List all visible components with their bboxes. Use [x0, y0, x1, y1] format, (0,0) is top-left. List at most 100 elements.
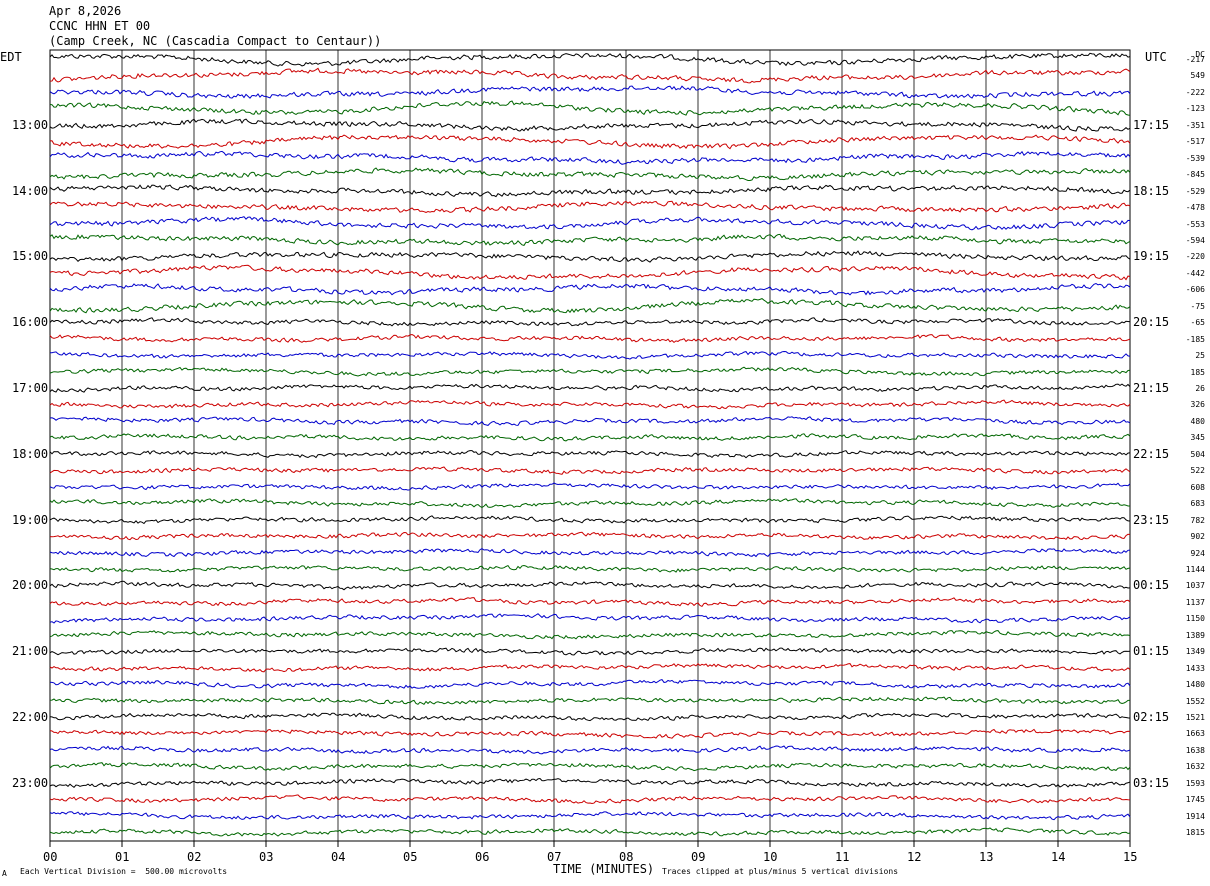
dc-offset-label: 1632	[1185, 762, 1205, 772]
station-code: CCNC HHN ET 00	[49, 19, 151, 33]
dc-offset-label: 1144	[1185, 564, 1205, 574]
x-tick-label: 03	[259, 850, 274, 864]
dc-offset-label: -553	[1185, 219, 1205, 229]
utc-hour-label: 17:15	[1133, 117, 1170, 132]
dc-offset-label: -442	[1185, 268, 1205, 278]
left-timezone-label: EDT	[0, 50, 22, 64]
x-axis-label: TIME (MINUTES)	[553, 862, 655, 876]
dc-offset-label: -220	[1185, 252, 1205, 262]
trace-row-8	[49, 167, 1131, 181]
trace-row-14	[49, 264, 1131, 281]
dc-offset-label: 902	[1190, 532, 1205, 542]
dc-offset-label: 1480	[1185, 680, 1205, 690]
dc-column-header: DC	[1195, 50, 1205, 59]
dc-offset-label: -222	[1185, 87, 1205, 97]
utc-hour-label: 00:15	[1133, 578, 1170, 593]
utc-hour-label: 19:15	[1133, 249, 1170, 264]
edt-hour-label: 13:00	[12, 117, 49, 132]
trace-row-10	[49, 200, 1131, 213]
dc-offset-label: 1521	[1185, 713, 1205, 722]
trace-row-45	[49, 777, 1131, 788]
edt-hour-label: 19:00	[12, 512, 49, 527]
trace-row-38	[49, 662, 1131, 673]
dc-offset-label: 480	[1190, 416, 1205, 426]
trace-row-12	[49, 233, 1131, 246]
trace-row-20	[49, 366, 1131, 377]
trace-row-4	[49, 100, 1131, 116]
x-tick-label: 04	[331, 850, 346, 864]
dc-offset-label: -478	[1185, 203, 1205, 213]
dc-offset-label: 924	[1190, 548, 1205, 558]
edt-hour-label: 23:00	[12, 775, 49, 790]
dc-offset-label: 345	[1190, 433, 1205, 443]
trace-row-35	[49, 613, 1131, 624]
utc-hour-label: 21:15	[1133, 381, 1170, 395]
dc-offset-label: 549	[1190, 71, 1205, 81]
trace-row-46	[49, 794, 1131, 805]
edt-hour-label: 20:00	[12, 578, 49, 593]
trace-row-11	[49, 216, 1131, 231]
station-location: (Camp Creek, NC (Cascadia Compact to Cen…	[49, 34, 382, 48]
x-tick-label: 14	[1051, 850, 1066, 864]
dc-offset-label: 1137	[1185, 597, 1205, 607]
dc-offset-label: -594	[1185, 235, 1205, 245]
x-tick-label: 09	[691, 850, 706, 864]
trace-row-31	[49, 548, 1131, 558]
corner-mark: A	[2, 869, 7, 878]
trace-row-3	[49, 85, 1131, 99]
dc-offset-label: 1349	[1185, 647, 1205, 657]
trace-row-25	[49, 450, 1131, 459]
trace-row-39	[49, 679, 1131, 689]
trace-row-37	[49, 647, 1131, 656]
trace-row-16	[49, 298, 1131, 314]
x-tick-label: 00	[43, 850, 58, 864]
dc-offset-label: 1638	[1185, 745, 1205, 755]
dc-offset-label: 1663	[1185, 729, 1205, 739]
utc-hour-label: 20:15	[1133, 315, 1170, 330]
trace-row-9	[49, 184, 1131, 198]
utc-hour-label: 18:15	[1133, 183, 1170, 198]
clip-note: Traces clipped at plus/minus 5 vertical …	[662, 867, 899, 876]
trace-row-6	[49, 134, 1131, 150]
trace-row-27	[49, 482, 1131, 491]
trace-row-1	[49, 52, 1131, 67]
x-tick-label: 12	[907, 850, 922, 864]
dc-offset-label: 1389	[1185, 630, 1205, 640]
x-tick-label: 10	[763, 850, 778, 864]
trace-row-42	[49, 728, 1131, 739]
x-tick-label: 13	[979, 850, 994, 864]
trace-row-26	[49, 466, 1131, 475]
edt-hour-label: 16:00	[12, 315, 49, 330]
utc-hour-label: 03:15	[1133, 775, 1170, 790]
dc-offset-label: 1552	[1185, 696, 1205, 706]
plot-date: Apr 8,2026	[49, 4, 122, 18]
dc-offset-label: -185	[1185, 334, 1205, 344]
edt-hour-label: 15:00	[12, 249, 49, 264]
trace-row-40	[49, 696, 1130, 705]
edt-hour-label: 17:00	[12, 381, 49, 395]
dc-offset-label: 1433	[1185, 663, 1205, 673]
dc-offset-label: -529	[1185, 186, 1205, 196]
trace-row-23	[49, 416, 1131, 426]
trace-row-2	[49, 67, 1131, 84]
trace-row-22	[49, 399, 1131, 410]
vertical-scale-note: Each Vertical Division = 500.00 microvol…	[20, 867, 228, 876]
trace-row-30	[49, 531, 1131, 541]
x-tick-label: 05	[403, 850, 418, 864]
trace-row-5	[49, 118, 1131, 132]
trace-row-36	[49, 630, 1131, 640]
trace-row-24	[49, 433, 1131, 442]
dc-offset-label: 683	[1190, 499, 1205, 509]
dc-offset-label: -845	[1185, 170, 1205, 180]
dc-offset-label: 1150	[1185, 614, 1205, 624]
dc-offset-label: -65	[1190, 318, 1205, 328]
dc-offset-label: 1037	[1185, 581, 1205, 591]
trace-row-43	[49, 745, 1131, 755]
dc-offset-label: 608	[1190, 482, 1205, 492]
trace-row-28	[49, 498, 1130, 509]
trace-row-18	[49, 333, 1131, 344]
utc-hour-label: 02:15	[1133, 710, 1170, 724]
dc-offset-label: 504	[1190, 449, 1205, 459]
dc-offset-label: 1914	[1185, 811, 1205, 821]
